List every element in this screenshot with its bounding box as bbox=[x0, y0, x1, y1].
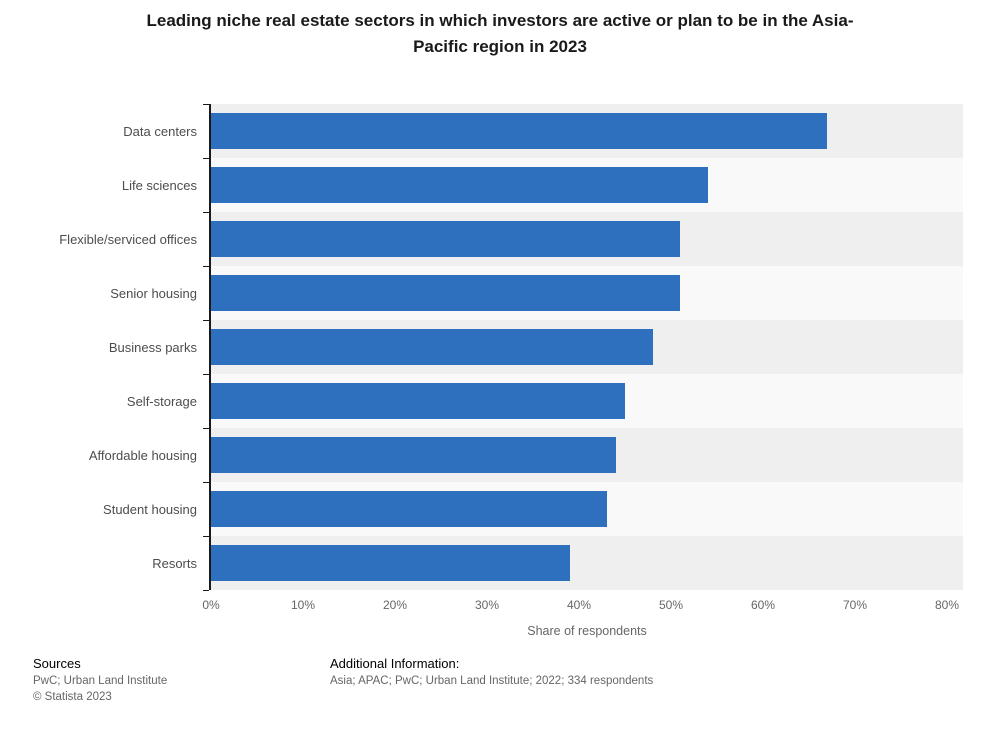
chart-rows: Data centers Life sciences Flexible/servic… bbox=[0, 104, 963, 590]
row-band bbox=[211, 266, 963, 320]
bar-self-storage[interactable] bbox=[211, 383, 625, 419]
y-axis-tick-mark bbox=[203, 212, 209, 213]
bar-student-housing[interactable] bbox=[211, 491, 607, 527]
x-tick-30: 30% bbox=[474, 598, 500, 612]
category-label-resorts: Resorts bbox=[152, 555, 197, 571]
row-band bbox=[211, 374, 963, 428]
x-tick-50: 50% bbox=[658, 598, 684, 612]
y-axis-tick-mark bbox=[203, 104, 209, 105]
chart-row-affordable-housing: Affordable housing bbox=[0, 428, 963, 482]
chart-title: Leading niche real estate sectors in whi… bbox=[146, 11, 854, 56]
x-tick-80: 80% bbox=[934, 598, 960, 612]
row-band bbox=[211, 212, 963, 266]
row-band bbox=[211, 320, 963, 374]
chart-row-flexible-serviced-offices: Flexible/serviced offices bbox=[0, 212, 963, 266]
y-axis-tick-mark bbox=[203, 536, 209, 537]
x-tick-10: 10% bbox=[290, 598, 316, 612]
category-label-self-storage: Self-storage bbox=[126, 393, 197, 409]
row-band bbox=[211, 536, 963, 590]
category-label-data-centers: Data centers bbox=[123, 123, 197, 139]
category-label-flexible-serviced-offices: Flexible/serviced offices bbox=[59, 231, 197, 247]
bar-affordable-housing[interactable] bbox=[211, 437, 616, 473]
chart-row-resorts: Resorts bbox=[0, 536, 963, 590]
chart-row-business-parks: Business parks bbox=[0, 320, 963, 374]
row-band bbox=[211, 428, 963, 482]
chart-row-self-storage: Self-storage bbox=[0, 374, 963, 428]
y-axis-tick-mark bbox=[203, 590, 209, 591]
y-axis-line bbox=[209, 104, 211, 590]
bar-senior-housing[interactable] bbox=[211, 275, 681, 311]
y-axis-tick-mark bbox=[203, 266, 209, 267]
horizontal-bar-chart: Data centers Life sciences Flexible/servic… bbox=[0, 104, 1000, 664]
chart-row-student-housing: Student housing bbox=[0, 482, 963, 536]
chart-row-data-centers: Data centers bbox=[0, 104, 963, 158]
y-axis-tick-mark bbox=[203, 320, 209, 321]
chart-row-senior-housing: Senior housing bbox=[0, 266, 963, 320]
x-tick-60: 60% bbox=[750, 598, 776, 612]
additional-info-block: Additional Information: Asia; APAC; PwC;… bbox=[330, 656, 960, 707]
chart-row-life-sciences: Life sciences bbox=[0, 158, 963, 212]
x-axis-label: Share of respondents bbox=[527, 624, 647, 638]
row-band bbox=[211, 482, 963, 536]
bar-flexible-serviced-offices[interactable] bbox=[211, 221, 681, 257]
x-axis-ticks: 0% 10% 20% 30% 40% 50% 60% 70% 80% bbox=[0, 598, 1000, 614]
x-tick-70: 70% bbox=[842, 598, 868, 612]
category-label-senior-housing: Senior housing bbox=[110, 285, 197, 301]
y-axis-tick-mark bbox=[203, 158, 209, 159]
x-tick-20: 20% bbox=[382, 598, 408, 612]
y-axis-tick-mark bbox=[203, 428, 209, 429]
additional-info-text: Asia; APAC; PwC; Urban Land Institute; 2… bbox=[330, 675, 654, 687]
sources-text: PwC; Urban Land Institute bbox=[33, 675, 168, 687]
category-label-affordable-housing: Affordable housing bbox=[88, 447, 197, 463]
row-band bbox=[211, 158, 963, 212]
sources-block: Sources PwC; Urban Land Institute © Stat… bbox=[33, 656, 330, 707]
copyright-text: © Statista 2023 bbox=[33, 691, 112, 703]
y-axis-tick-mark bbox=[203, 482, 209, 483]
additional-info-label: Additional Information: bbox=[330, 656, 460, 671]
category-label-life-sciences: Life sciences bbox=[121, 177, 197, 193]
category-label-business-parks: Business parks bbox=[108, 339, 197, 355]
bar-life-sciences[interactable] bbox=[211, 167, 708, 203]
bar-data-centers[interactable] bbox=[211, 113, 828, 149]
category-label-student-housing: Student housing bbox=[103, 501, 197, 517]
chart-footer: Sources PwC; Urban Land Institute © Stat… bbox=[33, 656, 960, 707]
x-tick-0: 0% bbox=[202, 598, 220, 612]
bar-resorts[interactable] bbox=[211, 545, 570, 581]
row-band bbox=[211, 104, 963, 158]
y-axis-tick-mark bbox=[203, 374, 209, 375]
x-tick-40: 40% bbox=[566, 598, 592, 612]
sources-label: Sources bbox=[33, 656, 81, 671]
bar-business-parks[interactable] bbox=[211, 329, 653, 365]
